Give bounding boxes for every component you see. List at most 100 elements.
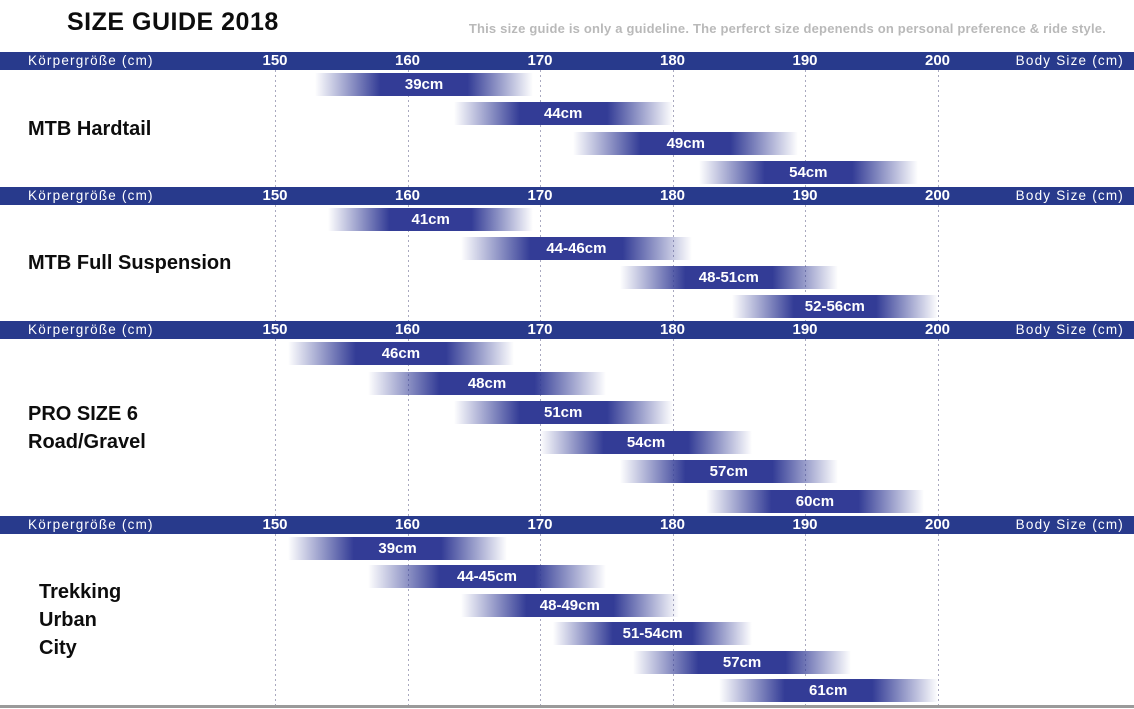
axis-tick-label: 170 <box>527 52 553 69</box>
size-bar-label: 51-54cm <box>622 625 683 643</box>
section-label-line: PRO SIZE 6 <box>28 402 139 425</box>
size-bar-label: 39cm <box>404 76 444 94</box>
size-bar-label: 48-51cm <box>698 269 759 286</box>
size-range-bar: 61cm <box>718 679 938 703</box>
size-range-bar: 41cm <box>328 208 534 231</box>
gridline <box>937 534 939 705</box>
section-label-line: City <box>39 636 77 659</box>
size-range-bar: 57cm <box>632 650 852 674</box>
size-range-bar: 44-46cm <box>460 237 693 260</box>
section-label: MTB Full Suspension <box>28 249 231 277</box>
size-bar-label: 54cm <box>626 433 666 451</box>
size-range-bar: 49cm <box>573 131 799 155</box>
axis-left-label: Körpergröße (cm) <box>28 517 154 532</box>
size-range-bar: 39cm <box>314 73 534 97</box>
gridline <box>805 534 806 705</box>
gridline <box>672 339 674 516</box>
section-label: MTB Hardtail <box>28 115 151 143</box>
axis-header-band: Körpergröße (cm) 150 160 170 180 190 200 Body S… <box>0 321 1134 339</box>
size-range-bar: 54cm <box>540 430 752 454</box>
axis-header-band: Körpergröße (cm) 150 160 170 180 190 200 Body S… <box>0 187 1134 205</box>
size-range-bar: 51cm <box>453 401 673 425</box>
gridline <box>275 70 276 187</box>
gridline <box>805 70 806 187</box>
axis-tick-label: 160 <box>394 52 421 69</box>
gridline <box>540 534 541 705</box>
gridline <box>275 205 276 321</box>
axis-tick-label: 150 <box>262 321 288 338</box>
section-label-line: Urban <box>39 608 97 631</box>
gridline <box>540 205 541 321</box>
gridline <box>407 70 409 187</box>
axis-tick-label: 190 <box>792 187 818 204</box>
axis-tick-label: 160 <box>394 187 421 204</box>
size-bar-label: 48-49cm <box>539 596 600 614</box>
size-range-bar: 60cm <box>705 489 925 513</box>
gridline <box>275 339 276 516</box>
size-bar-label: 61cm <box>809 682 848 700</box>
size-bar-label: 46cm <box>381 345 421 363</box>
axis-tick-label: 180 <box>659 187 686 204</box>
bottom-border-line <box>0 705 1134 708</box>
size-bar-label: 57cm <box>709 463 748 481</box>
size-range-bar: 48-51cm <box>619 266 839 289</box>
gridline <box>407 534 409 705</box>
disclaimer-text: This size guide is only a guideline. The… <box>468 21 1106 36</box>
axis-tick-label: 160 <box>394 321 421 338</box>
axis-tick-label: 200 <box>924 516 951 533</box>
axis-header-band: Körpergröße (cm) 150 160 170 180 190 200 Body S… <box>0 52 1134 70</box>
size-bar-label: 41cm <box>411 211 450 228</box>
axis-right-label: Body Size (cm) <box>1015 517 1124 532</box>
size-range-bar: 46cm <box>288 342 514 366</box>
axis-tick-label: 180 <box>659 52 686 69</box>
size-range-bar: 57cm <box>619 460 839 484</box>
axis-tick-label: 150 <box>262 516 288 533</box>
size-bar-label: 52-56cm <box>804 298 865 315</box>
gridline <box>407 339 409 516</box>
axis-tick-label: 150 <box>262 187 288 204</box>
size-bar-label: 57cm <box>722 653 762 671</box>
gridline <box>275 534 276 705</box>
axis-tick-label: 150 <box>262 52 288 69</box>
section-label: Trekking Urban City <box>39 578 121 662</box>
axis-tick-label: 170 <box>527 516 553 533</box>
axis-tick-label: 200 <box>924 321 951 338</box>
section-label-line: MTB Full Suspension <box>28 252 232 274</box>
size-bar-label: 39cm <box>378 539 417 557</box>
axis-tick-label: 200 <box>924 52 951 69</box>
axis-tick-label: 190 <box>792 516 818 533</box>
gridline <box>937 205 939 321</box>
gridline <box>805 205 806 321</box>
size-range-bar: 54cm <box>699 160 918 184</box>
size-bar-label: 44-45cm <box>456 568 518 586</box>
size-range-bar: 44cm <box>453 102 673 126</box>
size-range-bar: 52-56cm <box>732 295 938 318</box>
section-label-line: MTB Hardtail <box>28 117 152 140</box>
gridline <box>805 339 806 516</box>
axis-tick-label: 160 <box>394 516 421 533</box>
axis-left-label: Körpergröße (cm) <box>28 188 154 203</box>
size-bar-label: 48cm <box>467 374 507 392</box>
gridline <box>672 70 674 187</box>
gridline <box>937 70 939 187</box>
size-range-bar: 39cm <box>288 536 507 560</box>
axis-tick-label: 170 <box>527 321 553 338</box>
gridline <box>407 205 409 321</box>
size-bar-label: 54cm <box>789 163 828 181</box>
axis-header-band: Körpergröße (cm) 150 160 170 180 190 200 Body S… <box>0 516 1134 534</box>
size-bar-label: 51cm <box>544 404 583 422</box>
axis-left-label: Körpergröße (cm) <box>28 322 154 337</box>
size-bar-label: 44-46cm <box>546 240 607 257</box>
section-label-line: Road/Gravel <box>28 430 146 453</box>
size-bar-label: 44cm <box>544 105 583 123</box>
axis-right-label: Body Size (cm) <box>1015 322 1124 337</box>
size-range-bar: 44-45cm <box>367 565 607 589</box>
axis-left-label: Körpergröße (cm) <box>28 53 154 68</box>
gridline <box>540 339 541 516</box>
axis-tick-label: 190 <box>792 52 818 69</box>
axis-right-label: Body Size (cm) <box>1015 53 1124 68</box>
gridline <box>672 205 674 321</box>
page-title: SIZE GUIDE 2018 <box>67 8 279 36</box>
axis-tick-label: 170 <box>527 187 553 204</box>
